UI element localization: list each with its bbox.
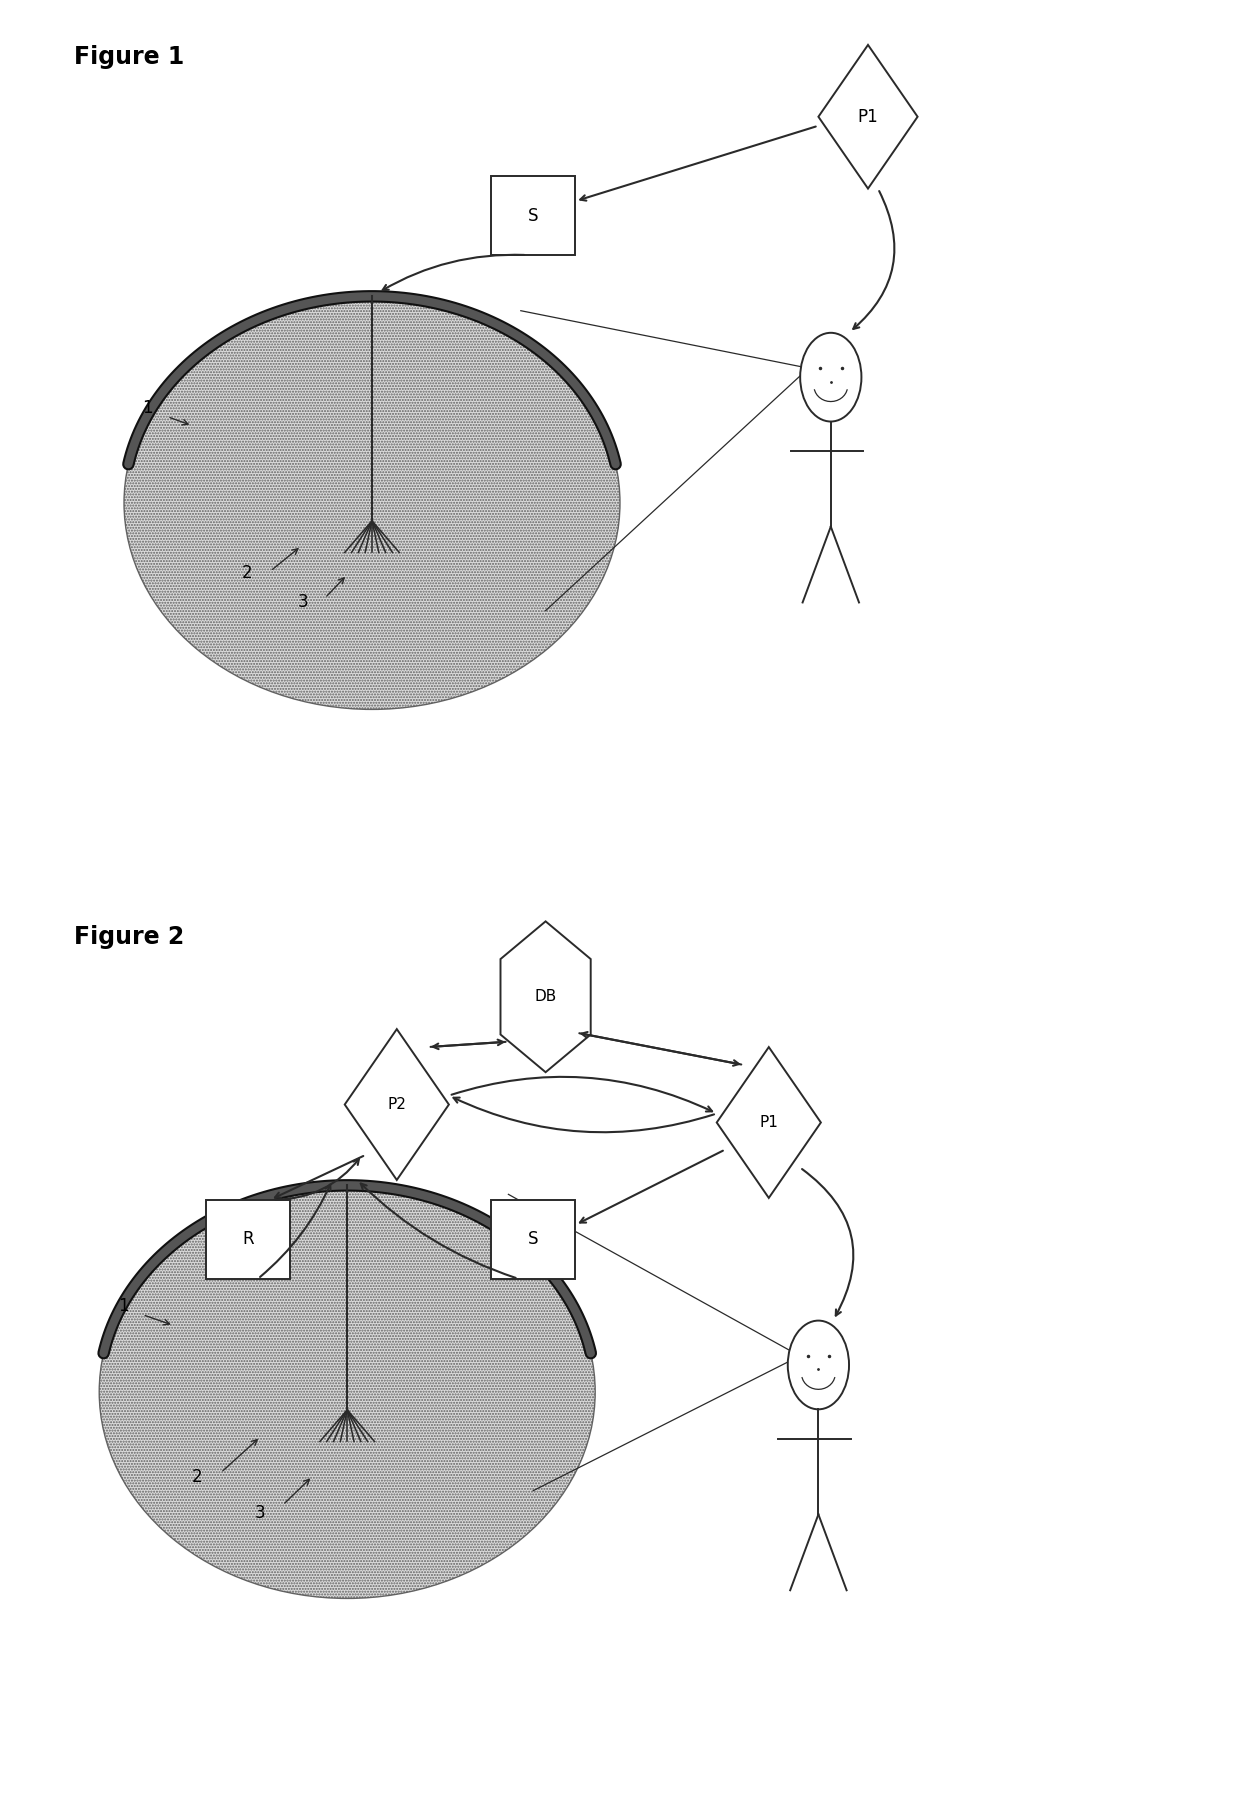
Text: DB: DB (534, 990, 557, 1004)
Text: 3: 3 (298, 593, 309, 611)
Ellipse shape (99, 1185, 595, 1598)
Text: Figure 2: Figure 2 (74, 925, 185, 948)
Text: Figure 1: Figure 1 (74, 45, 185, 68)
Polygon shape (501, 921, 590, 1072)
Ellipse shape (124, 296, 620, 709)
Circle shape (800, 332, 862, 422)
Text: 1: 1 (118, 1297, 129, 1315)
Text: P1: P1 (858, 108, 878, 126)
Text: P1: P1 (759, 1115, 779, 1130)
Text: S: S (528, 1230, 538, 1248)
FancyBboxPatch shape (491, 1200, 575, 1279)
Circle shape (787, 1320, 849, 1410)
Text: 2: 2 (192, 1467, 203, 1485)
Polygon shape (717, 1047, 821, 1198)
Polygon shape (345, 1029, 449, 1180)
Text: P2: P2 (387, 1097, 407, 1112)
FancyBboxPatch shape (491, 176, 575, 255)
FancyBboxPatch shape (206, 1200, 290, 1279)
Text: 1: 1 (143, 399, 154, 417)
Text: 2: 2 (242, 564, 253, 582)
Polygon shape (818, 45, 918, 189)
Text: R: R (242, 1230, 254, 1248)
Text: 3: 3 (254, 1503, 265, 1521)
Text: S: S (528, 207, 538, 224)
